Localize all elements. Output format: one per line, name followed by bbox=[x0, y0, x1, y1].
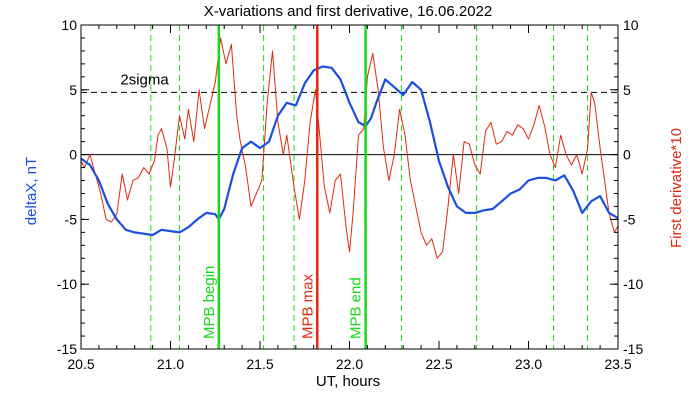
x-tick-label-1: 21.0 bbox=[157, 356, 184, 372]
y-axis-label-right: First derivative*10 bbox=[668, 128, 685, 248]
series-line-derivative bbox=[80, 37, 619, 259]
x-tick-label-4: 22.5 bbox=[425, 356, 452, 372]
x-tick-label-6: 23.5 bbox=[604, 356, 631, 372]
y-tick-label-right-0: 10 bbox=[623, 17, 639, 33]
y-tick-label-left-0: 10 bbox=[61, 17, 77, 33]
x-axis-label: UT, hours bbox=[316, 373, 380, 390]
plot-area: 2sigma MPB begin MPB max MPB end bbox=[80, 25, 619, 349]
series-line-deltaX bbox=[80, 65, 619, 237]
axes: 20.5 21.0 21.5 22.0 22.5 23.0 23.5 10 10 5 5 0 0 -5 -5… bbox=[57, 17, 644, 372]
y-tick-label-left-2: 0 bbox=[69, 147, 77, 163]
y-tick-label-left-4: -10 bbox=[57, 276, 77, 292]
y-tick-label-left-5: -15 bbox=[57, 341, 77, 357]
y-tick-label-right-4: -10 bbox=[623, 276, 643, 292]
marker-label-0: MPB begin bbox=[201, 266, 218, 339]
marker-label-1: MPB max bbox=[299, 273, 316, 339]
y-tick-label-left-3: -5 bbox=[65, 211, 78, 227]
threshold-label: 2sigma bbox=[120, 71, 169, 88]
y-tick-label-right-3: -5 bbox=[623, 211, 636, 227]
x-tick-label-2: 21.5 bbox=[246, 356, 273, 372]
y-tick-label-right-1: 5 bbox=[623, 82, 631, 98]
x-tick-label-5: 23.0 bbox=[515, 356, 542, 372]
x-tick-label-3: 22.0 bbox=[336, 356, 363, 372]
y-tick-label-left-1: 5 bbox=[69, 82, 77, 98]
y-tick-label-right-5: -15 bbox=[623, 341, 643, 357]
y-tick-label-right-2: 0 bbox=[623, 147, 631, 163]
y-axis-label-left: deltaX, nT bbox=[23, 157, 40, 225]
marker-label-2: MPB end bbox=[348, 277, 365, 339]
chart-title: X-variations and first derivative, 16.06… bbox=[204, 3, 493, 20]
x-tick-label-0: 20.5 bbox=[67, 356, 94, 372]
